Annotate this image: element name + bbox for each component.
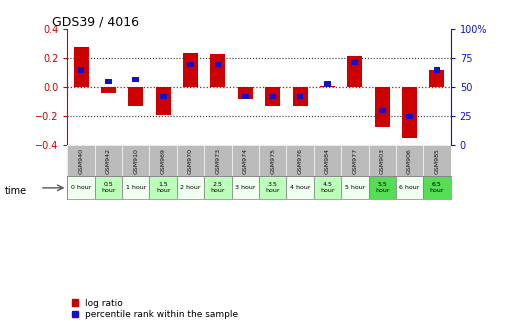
Bar bbox=[242, 94, 249, 99]
Bar bbox=[259, 176, 286, 199]
Bar bbox=[320, 86, 335, 87]
Bar bbox=[105, 79, 112, 84]
Bar bbox=[74, 47, 89, 87]
Bar bbox=[429, 70, 444, 87]
Text: GSM969: GSM969 bbox=[161, 148, 166, 174]
Bar bbox=[101, 87, 116, 93]
Bar bbox=[402, 87, 417, 138]
Bar bbox=[183, 53, 198, 87]
Bar bbox=[95, 176, 122, 199]
Bar bbox=[128, 87, 143, 106]
Text: 6.5
hour: 6.5 hour bbox=[430, 182, 444, 193]
Bar bbox=[347, 56, 363, 87]
Text: GDS39 / 4016: GDS39 / 4016 bbox=[52, 15, 139, 28]
Bar bbox=[375, 87, 390, 127]
Bar bbox=[155, 87, 171, 115]
Text: 0.5
hour: 0.5 hour bbox=[101, 182, 116, 193]
Bar bbox=[122, 176, 150, 199]
Bar bbox=[351, 59, 358, 64]
Bar bbox=[406, 114, 413, 119]
Text: GSM975: GSM975 bbox=[270, 148, 275, 174]
Text: 3.5
hour: 3.5 hour bbox=[265, 182, 280, 193]
Bar bbox=[396, 176, 423, 199]
Bar bbox=[160, 94, 167, 99]
Text: GSM985: GSM985 bbox=[435, 148, 439, 174]
Bar bbox=[238, 87, 253, 99]
Text: time: time bbox=[5, 186, 27, 196]
Bar bbox=[324, 81, 331, 87]
Text: 5 hour: 5 hour bbox=[344, 185, 365, 190]
Bar bbox=[210, 54, 225, 87]
Text: 6 hour: 6 hour bbox=[399, 185, 420, 190]
Bar bbox=[269, 94, 276, 99]
Bar bbox=[341, 176, 368, 199]
Text: GSM903: GSM903 bbox=[380, 148, 385, 174]
Bar bbox=[204, 176, 232, 199]
Text: GSM974: GSM974 bbox=[243, 148, 248, 174]
Text: GSM970: GSM970 bbox=[188, 148, 193, 174]
Text: 1 hour: 1 hour bbox=[125, 185, 146, 190]
Text: GSM940: GSM940 bbox=[79, 148, 83, 174]
Text: GSM973: GSM973 bbox=[215, 148, 221, 174]
Bar bbox=[133, 77, 139, 82]
Text: 4 hour: 4 hour bbox=[290, 185, 310, 190]
Bar bbox=[214, 61, 221, 67]
Bar bbox=[368, 176, 396, 199]
Bar bbox=[434, 67, 440, 73]
Text: 3 hour: 3 hour bbox=[235, 185, 255, 190]
Legend: log ratio, percentile rank within the sample: log ratio, percentile rank within the sa… bbox=[72, 299, 238, 319]
Text: GSM977: GSM977 bbox=[352, 148, 357, 174]
Text: 2.5
hour: 2.5 hour bbox=[211, 182, 225, 193]
Bar bbox=[177, 176, 204, 199]
Text: 0 hour: 0 hour bbox=[71, 185, 91, 190]
Bar bbox=[232, 176, 259, 199]
Bar bbox=[293, 87, 308, 106]
Text: 4.5
hour: 4.5 hour bbox=[320, 182, 335, 193]
Text: GSM984: GSM984 bbox=[325, 148, 330, 174]
Text: 1.5
hour: 1.5 hour bbox=[156, 182, 170, 193]
Bar bbox=[423, 176, 451, 199]
Text: GSM910: GSM910 bbox=[133, 148, 138, 174]
Bar bbox=[265, 87, 280, 106]
Bar bbox=[314, 176, 341, 199]
Text: GSM906: GSM906 bbox=[407, 148, 412, 174]
Bar bbox=[78, 67, 84, 73]
Text: GSM976: GSM976 bbox=[297, 148, 303, 174]
Bar bbox=[187, 61, 194, 67]
Text: 5.5
hour: 5.5 hour bbox=[375, 182, 390, 193]
Text: 2 hour: 2 hour bbox=[180, 185, 201, 190]
Bar bbox=[297, 94, 304, 99]
Text: GSM942: GSM942 bbox=[106, 148, 111, 174]
Bar bbox=[150, 176, 177, 199]
Bar bbox=[286, 176, 314, 199]
Bar bbox=[379, 108, 385, 113]
Bar bbox=[67, 176, 95, 199]
